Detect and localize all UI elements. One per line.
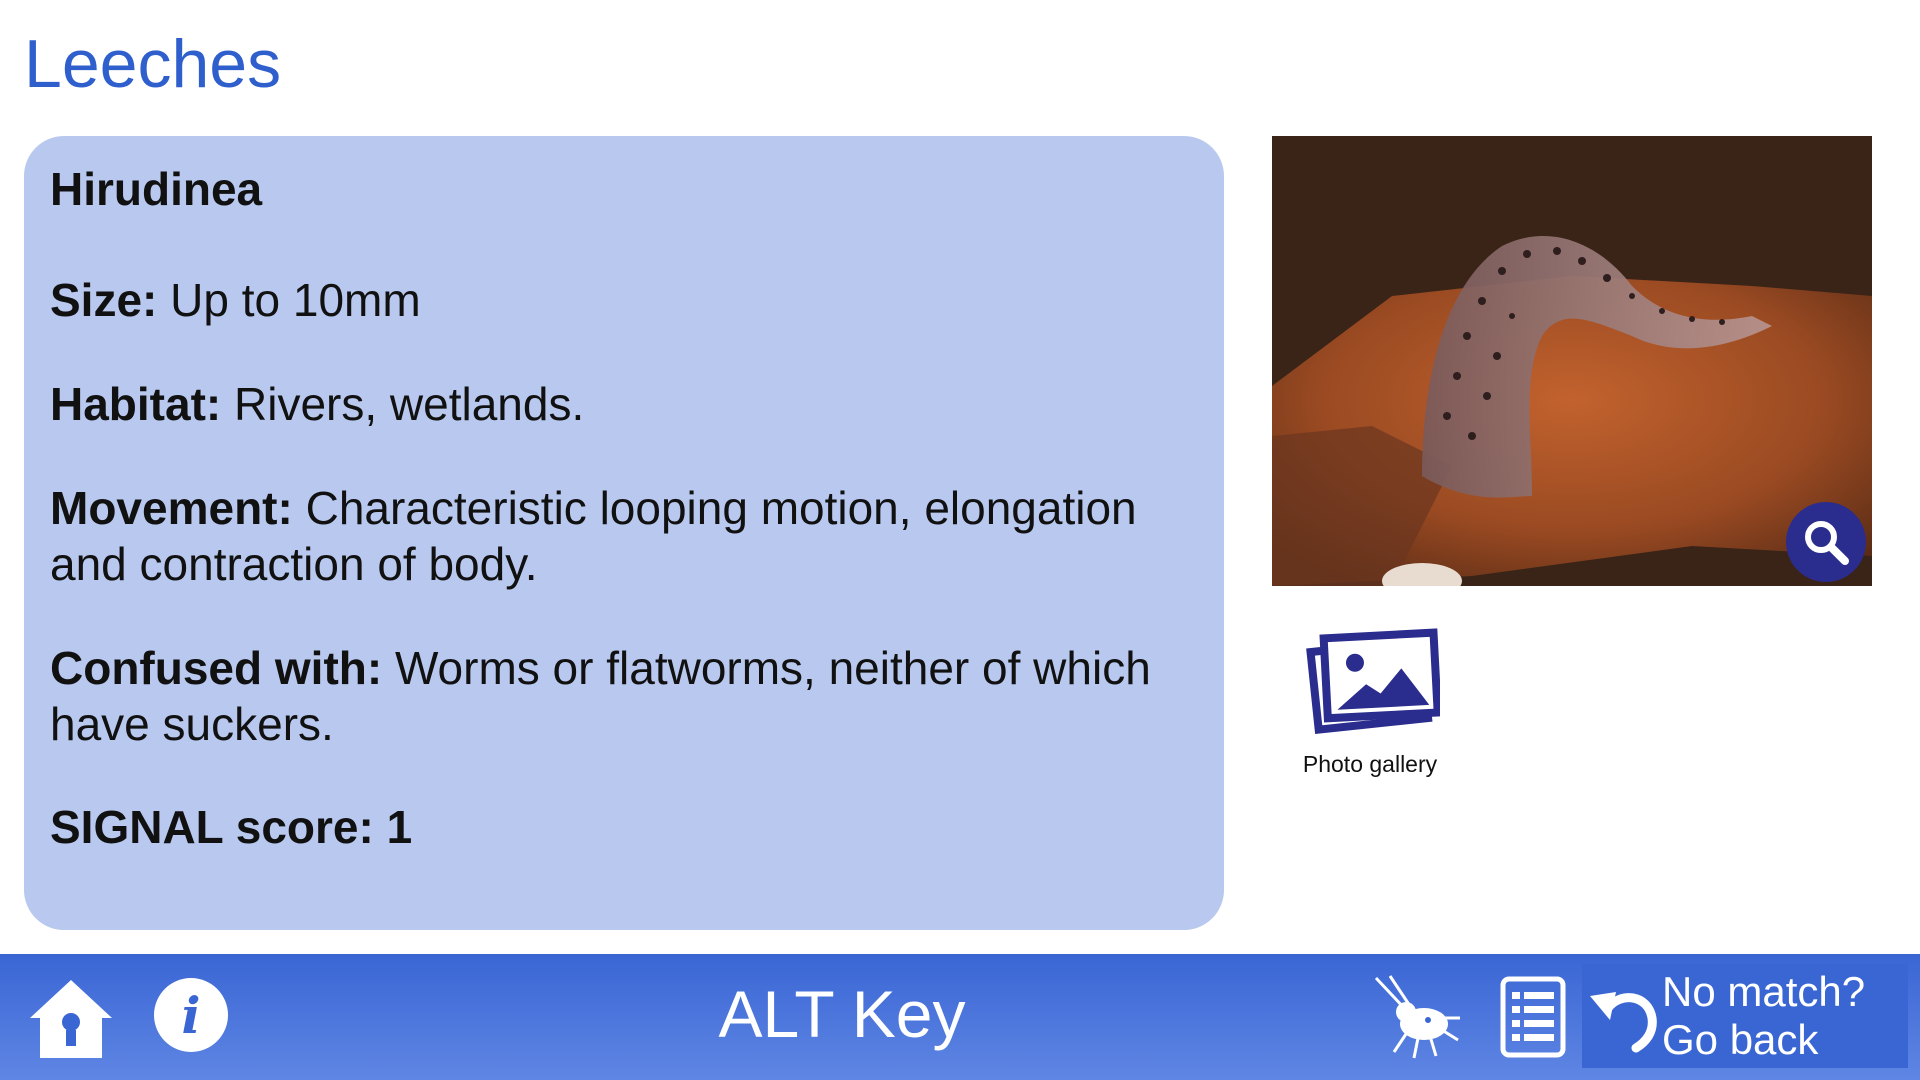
field-confused-with: Confused with: Worms or flatworms, neith… [50,640,1198,752]
no-match-go-back-label: No match? Go back [1662,968,1865,1064]
macroinvertebrate-icon [1374,975,1460,1059]
home-button[interactable] [26,976,116,1062]
field-habitat-value: Rivers, wetlands. [234,378,585,430]
field-movement: Movement: Characteristic looping motion,… [50,480,1198,592]
field-size: Size: Up to 10mm [50,272,1198,328]
field-confused-with-label: Confused with: [50,642,383,694]
info-button[interactable]: i [154,978,228,1052]
info-icon: i [181,985,201,1045]
photo-gallery-label: Photo gallery [1302,751,1438,777]
zoom-button[interactable] [1786,502,1866,582]
info-card: Hirudinea Size: Up to 10mm Habitat: Rive… [24,136,1224,930]
field-size-value: Up to 10mm [170,274,421,326]
field-confused-with-value: Worms or flatworms, neither of which hav… [50,642,1151,750]
field-movement-value: Characteristic looping motion, elongatio… [50,482,1137,590]
bottom-toolbar: i ALT Key [0,954,1920,1080]
photo-gallery-button[interactable]: Photo gallery [1290,628,1450,778]
photos-icon [1306,628,1442,735]
home-icon [30,980,112,1058]
species-name: Hirudinea [50,163,263,215]
no-match-text: No match? [1662,968,1866,1015]
leech-photo-illustration [1272,136,1872,586]
no-match-go-back-button[interactable]: No match? Go back [1582,964,1908,1068]
species-photo[interactable] [1272,136,1872,586]
field-size-label: Size: [50,274,158,326]
go-back-text: Go back [1662,1016,1819,1063]
list-button[interactable] [1500,976,1566,1058]
undo-arrow-icon [1590,992,1657,1053]
macroinvertebrate-button[interactable] [1366,974,1462,1060]
page-title: Leeches [24,26,282,102]
field-movement-label: Movement: [50,482,293,534]
field-habitat-label: Habitat: [50,378,222,430]
field-habitat: Habitat: Rivers, wetlands. [50,376,1198,432]
list-icon [1500,976,1566,1058]
signal-score: SIGNAL score: 1 [50,801,413,853]
app-title: ALT Key [718,977,966,1051]
magnifier-icon [1805,521,1849,565]
